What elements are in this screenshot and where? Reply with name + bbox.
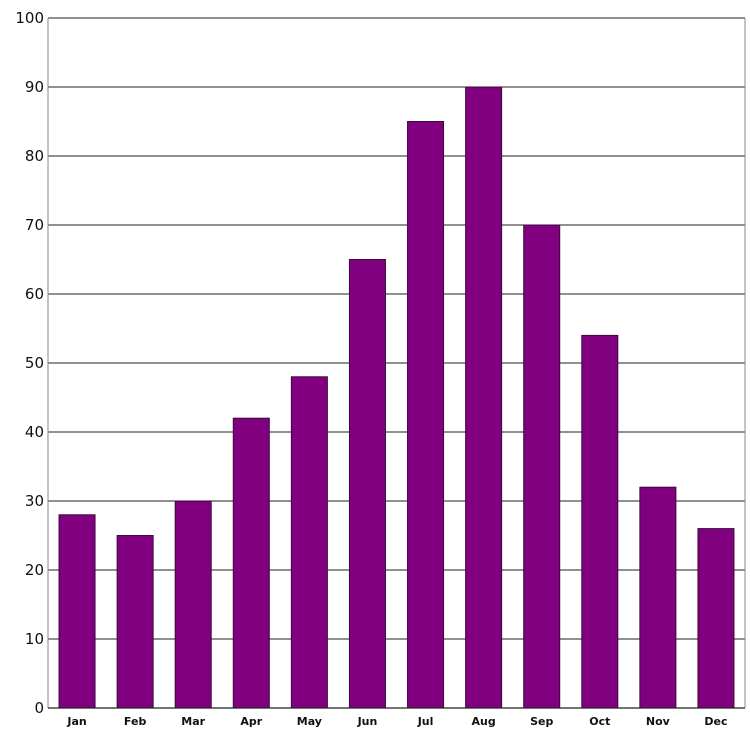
bar-mar — [174, 500, 212, 709]
x-tick-label: Oct — [589, 715, 610, 728]
bar-jul — [407, 121, 445, 709]
x-tick-label: Aug — [472, 715, 496, 728]
x-tick-label: Dec — [704, 715, 727, 728]
bar-may — [290, 376, 328, 709]
x-tick-label: Jan — [66, 715, 86, 728]
y-tick-label: 90 — [25, 78, 44, 96]
y-tick-label: 60 — [25, 285, 44, 303]
x-tick-label: Sep — [530, 715, 553, 728]
axes — [47, 18, 746, 709]
y-tick-label: 20 — [25, 561, 44, 579]
bar-dec — [697, 528, 735, 709]
y-tick-label: 80 — [25, 147, 44, 165]
x-tick-label: Apr — [240, 715, 262, 728]
x-tick-label: Mar — [181, 715, 205, 728]
x-axis-ticks: Jan Feb Mar Apr May Jun Jul Aug Sep Oct Nov Dec — [66, 715, 727, 728]
y-tick-label: 100 — [15, 9, 44, 27]
x-tick-label: Feb — [124, 715, 147, 728]
y-tick-label: 10 — [25, 630, 44, 648]
x-tick-label: Nov — [646, 715, 671, 728]
y-tick-label: 40 — [25, 423, 44, 441]
x-tick-label: May — [297, 715, 322, 728]
y-tick-label: 50 — [25, 354, 44, 372]
y-tick-label: 0 — [34, 699, 44, 717]
x-tick-label: Jun — [357, 715, 378, 728]
y-tick-label: 30 — [25, 492, 44, 510]
bar-aug — [465, 86, 503, 709]
bar-sep — [523, 224, 561, 709]
bar-jan — [58, 514, 96, 709]
bar-oct — [581, 334, 619, 709]
bars — [58, 86, 735, 709]
x-tick-label: Jul — [417, 715, 434, 728]
bar-jun — [348, 259, 386, 709]
bar-feb — [116, 535, 154, 709]
gridlines — [48, 17, 745, 709]
bar-apr — [232, 417, 270, 709]
y-tick-label: 70 — [25, 216, 44, 234]
y-axis-ticks: 0 10 20 30 40 50 60 70 80 90 100 — [15, 9, 44, 717]
bar-nov — [639, 486, 677, 709]
